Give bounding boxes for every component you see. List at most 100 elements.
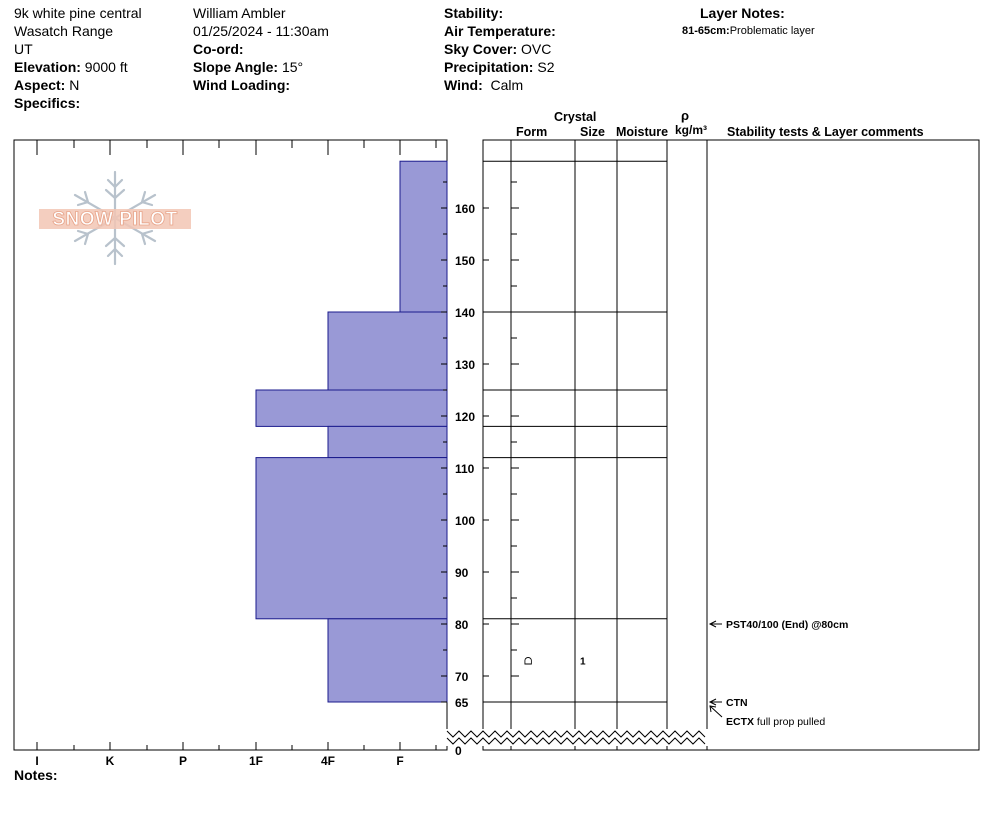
coord-label: Co-ord: bbox=[193, 41, 244, 57]
snowpilot-logo: SNOW PILOT bbox=[39, 170, 191, 266]
hardness-label-1F: 1F bbox=[249, 754, 263, 768]
stability-tests: PST40/100 (End) @80cm CTN ECTX full prop p… bbox=[708, 619, 848, 728]
aspect-label: Aspect: bbox=[14, 77, 66, 93]
form-header: Form bbox=[516, 125, 548, 139]
depth-label-110: 110 bbox=[455, 462, 475, 476]
state-name: UT bbox=[14, 41, 33, 57]
slope-label: Slope Angle: bbox=[193, 59, 279, 75]
grain-size: 1 bbox=[580, 656, 586, 667]
hardness-top-ticks bbox=[36, 140, 437, 750]
wind-field: Wind: Calm bbox=[444, 76, 523, 94]
notes-field: Notes: bbox=[14, 766, 58, 784]
rho-header: ρ bbox=[681, 108, 690, 123]
stability-label: Stability: bbox=[444, 5, 504, 21]
observer-name: William Ambler bbox=[193, 5, 286, 21]
hardness-label-I: I bbox=[35, 754, 38, 768]
hardness-axis-labels: I K P 1F 4F F bbox=[35, 754, 403, 768]
elevation-field: Elevation: 9000 ft bbox=[14, 58, 128, 76]
sky-label: Sky Cover: bbox=[444, 41, 518, 57]
sky-field: Sky Cover: OVC bbox=[444, 40, 551, 58]
depth-label-140: 140 bbox=[455, 306, 475, 320]
slope-value: 15° bbox=[281, 59, 304, 75]
depth-label-120: 120 bbox=[455, 410, 475, 424]
depth-label-70: 70 bbox=[455, 670, 469, 684]
stability-test-code: ECTX bbox=[726, 716, 754, 728]
precip-label: Precipitation: bbox=[444, 59, 534, 75]
layer-boundary-lines bbox=[483, 160, 667, 703]
depth-label-100: 100 bbox=[455, 514, 475, 528]
hardness-bar-1 bbox=[327, 311, 448, 391]
depth-label-150: 150 bbox=[455, 254, 475, 268]
moisture-header: Moisture bbox=[616, 125, 669, 139]
layer-note: 81-65cm:Problematic layer bbox=[682, 24, 815, 38]
hardness-bar-3 bbox=[327, 425, 448, 459]
range-name: Wasatch Range bbox=[14, 23, 114, 39]
stability-comments-header: Stability tests & Layer comments bbox=[727, 125, 924, 139]
air-temp-label: Air Temperature: bbox=[444, 23, 556, 39]
stability-arrow-2 bbox=[709, 705, 723, 718]
layer-note-text: Problematic layer bbox=[729, 25, 815, 37]
depth-break-zigzag bbox=[446, 729, 708, 746]
precip-value: S2 bbox=[537, 59, 555, 75]
stability-arrowhead-0 bbox=[708, 620, 717, 628]
hardness-bar-5 bbox=[327, 618, 448, 703]
stability-test-code: CTN bbox=[726, 697, 748, 709]
wind-loading-label: Wind Loading: bbox=[193, 77, 291, 93]
stability-arrowhead-1 bbox=[708, 698, 717, 706]
layer-notes-field: Layer Notes: bbox=[700, 4, 785, 22]
hardness-bar-0 bbox=[399, 160, 448, 313]
stability-test-2: ECTX full prop pulled bbox=[726, 716, 825, 728]
depth-label-65: 65 bbox=[455, 696, 469, 710]
stability-field: Stability: bbox=[444, 4, 503, 22]
location-name: 9k white pine central bbox=[14, 5, 142, 21]
wind-loading-field: Wind Loading: bbox=[193, 76, 290, 94]
aspect-field: Aspect: N bbox=[14, 76, 79, 94]
specifics-label: Specifics: bbox=[14, 95, 81, 111]
stability-test-1: CTN bbox=[726, 697, 748, 709]
crystal-table-frame bbox=[482, 139, 708, 751]
depth-label-80: 80 bbox=[455, 618, 469, 632]
hardness-label-P: P bbox=[179, 754, 187, 768]
aspect-value: N bbox=[69, 77, 80, 93]
hardness-label-F: F bbox=[396, 754, 403, 768]
wind-label: Wind: bbox=[444, 77, 483, 93]
depth-label-160: 160 bbox=[455, 202, 475, 216]
depth-label-90: 90 bbox=[455, 566, 469, 580]
stability-arrowhead-2 bbox=[709, 705, 717, 713]
coord-field: Co-ord: bbox=[193, 40, 244, 58]
grain-form-symbol: ᗝ bbox=[524, 656, 532, 667]
depth-label-0: 0 bbox=[455, 744, 462, 758]
density-unit-header: kg/m³ bbox=[675, 123, 708, 137]
stability-test-code: PST40/100 (End) @80cm bbox=[726, 619, 848, 631]
precip-field: Precipitation: S2 bbox=[444, 58, 554, 76]
air-temp-field: Air Temperature: bbox=[444, 22, 556, 40]
elevation-value: 9000 ft bbox=[84, 59, 128, 75]
hardness-bars bbox=[255, 160, 448, 703]
stability-frame bbox=[706, 139, 980, 751]
zigzag-line-top bbox=[446, 730, 706, 738]
specifics-field: Specifics: bbox=[14, 94, 80, 112]
snowpilot-logo-text: SNOW PILOT bbox=[52, 209, 177, 230]
stability-test-comment: full prop pulled bbox=[754, 716, 825, 728]
layer-notes-label: Layer Notes: bbox=[700, 5, 785, 21]
notes-label: Notes: bbox=[14, 767, 58, 783]
layer-note-range: 81-65cm: bbox=[682, 25, 730, 37]
depth-label-130: 130 bbox=[455, 358, 475, 372]
depth-axis: 160 150 140 130 120 110 100 90 80 70 65 0 bbox=[441, 181, 519, 758]
wind-value: Calm bbox=[490, 77, 524, 93]
hardness-bar-4 bbox=[255, 457, 448, 620]
stability-test-0: PST40/100 (End) @80cm bbox=[726, 619, 848, 631]
crystal-header: Crystal bbox=[554, 110, 597, 124]
hardness-bar-2 bbox=[255, 389, 448, 427]
observation-datetime: 01/25/2024 - 11:30am bbox=[193, 23, 329, 39]
size-header: Size bbox=[580, 125, 606, 139]
zigzag-line-bottom bbox=[446, 737, 706, 745]
hardness-label-4F: 4F bbox=[321, 754, 335, 768]
elevation-label: Elevation: bbox=[14, 59, 81, 75]
crystal-table-columns bbox=[510, 140, 668, 750]
sky-value: OVC bbox=[521, 41, 552, 57]
slope-field: Slope Angle: 15° bbox=[193, 58, 303, 76]
hardness-label-K: K bbox=[106, 754, 115, 768]
